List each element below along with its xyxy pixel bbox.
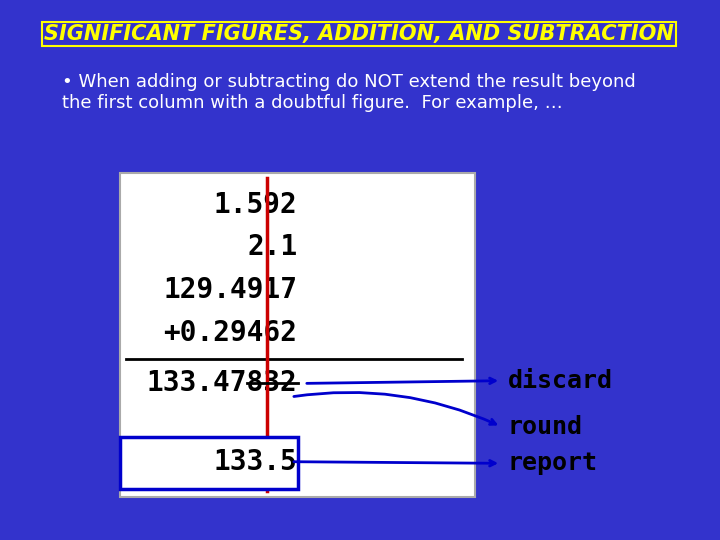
- Text: discard: discard: [508, 369, 613, 393]
- Text: +0.29462: +0.29462: [163, 319, 297, 347]
- Text: • When adding or subtracting do NOT extend the result beyond
the first column wi: • When adding or subtracting do NOT exte…: [62, 73, 636, 112]
- Text: report: report: [508, 451, 598, 475]
- Text: 133.5: 133.5: [214, 448, 297, 476]
- Text: 1.592: 1.592: [214, 191, 297, 219]
- Text: 129.4917: 129.4917: [163, 276, 297, 304]
- Text: round: round: [508, 415, 582, 438]
- Text: 2.1: 2.1: [247, 233, 297, 261]
- FancyBboxPatch shape: [120, 173, 475, 497]
- FancyBboxPatch shape: [120, 437, 297, 489]
- Text: 133.47832: 133.47832: [147, 369, 297, 397]
- Text: SIGNIFICANT FIGURES, ADDITION, AND SUBTRACTION: SIGNIFICANT FIGURES, ADDITION, AND SUBTR…: [44, 24, 674, 44]
